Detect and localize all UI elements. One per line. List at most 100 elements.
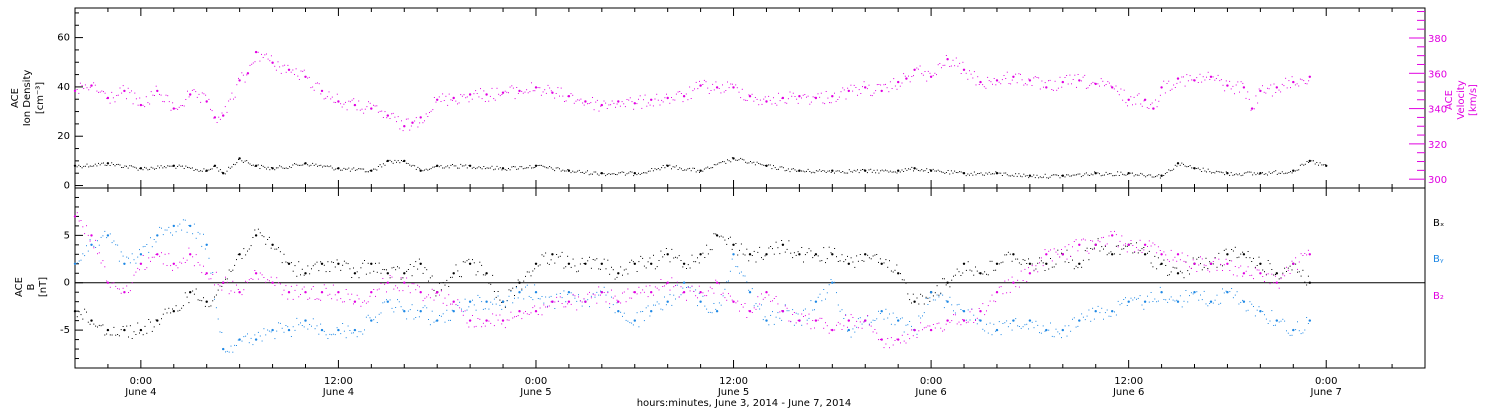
data-point [142, 104, 144, 106]
data-point [201, 170, 203, 172]
data-point [283, 331, 285, 333]
data-point [358, 277, 360, 279]
data-point [1092, 81, 1094, 83]
data-point [1080, 80, 1082, 82]
data-point [713, 303, 715, 304]
data-point [501, 167, 505, 170]
data-point [1291, 260, 1293, 262]
data-point [883, 84, 885, 86]
data-point [1034, 177, 1036, 179]
data-point [554, 262, 556, 264]
data-point [843, 89, 845, 91]
data-point [652, 170, 654, 172]
data-point [268, 280, 270, 282]
data-point [973, 274, 975, 276]
data-point [534, 86, 538, 89]
data-point [595, 101, 597, 103]
data-point [442, 282, 444, 284]
data-point [1250, 107, 1254, 110]
data-point [718, 162, 720, 164]
data-point [664, 167, 666, 169]
data-point [1099, 173, 1100, 175]
data-point [550, 295, 552, 297]
data-point [909, 299, 911, 301]
data-point [122, 326, 124, 327]
data-point [394, 116, 396, 118]
data-point [364, 260, 365, 261]
data-point [1232, 274, 1234, 276]
data-point [126, 285, 128, 287]
data-point [210, 168, 211, 170]
data-point [188, 247, 190, 249]
data-point [1038, 77, 1040, 79]
data-point [419, 168, 421, 170]
data-point [911, 76, 913, 77]
data-point [330, 165, 332, 167]
data-point [587, 299, 589, 301]
data-point [444, 297, 446, 299]
data-point [1033, 269, 1035, 271]
data-point [290, 71, 292, 73]
data-point [391, 276, 393, 278]
data-point [908, 75, 909, 77]
data-point [170, 165, 172, 167]
data-point [702, 84, 704, 85]
data-point [250, 245, 252, 247]
data-point [1265, 318, 1267, 320]
data-point [343, 330, 345, 332]
data-point [636, 312, 638, 314]
data-point [418, 316, 420, 318]
data-point [1251, 274, 1253, 276]
data-point [1028, 328, 1029, 330]
data-point [1308, 75, 1312, 79]
data-point [573, 102, 575, 104]
data-point [1057, 331, 1059, 333]
data-point [1269, 283, 1271, 285]
data-point [1132, 252, 1134, 254]
data-point [581, 305, 583, 307]
data-point [640, 311, 642, 313]
data-point [1258, 173, 1260, 175]
data-point [1237, 81, 1239, 83]
data-point [356, 294, 358, 296]
data-point [796, 98, 798, 100]
data-point [347, 263, 349, 265]
data-point [196, 96, 198, 98]
data-point [617, 300, 620, 303]
data-point [543, 304, 545, 306]
data-point [1308, 159, 1312, 163]
data-point [636, 103, 638, 105]
data-point [465, 97, 467, 99]
data-point [516, 87, 518, 88]
data-point [889, 260, 890, 262]
data-point [261, 340, 263, 342]
data-point [336, 259, 338, 261]
data-point [880, 338, 883, 341]
data-point [236, 345, 237, 346]
data-point [237, 289, 239, 290]
data-point [83, 88, 85, 89]
data-point [847, 89, 850, 93]
data-point [432, 166, 434, 168]
data-point [578, 296, 579, 298]
data-point [590, 267, 592, 269]
data-point [343, 260, 345, 262]
data-point [1216, 266, 1218, 268]
data-point [802, 94, 804, 96]
data-point [856, 326, 858, 328]
data-point [680, 260, 682, 261]
data-point [1028, 258, 1029, 260]
data-point [522, 92, 524, 94]
data-point [831, 328, 834, 332]
data-point [1084, 250, 1086, 252]
data-point [600, 291, 603, 294]
data-point [1045, 253, 1048, 256]
data-point [1300, 253, 1302, 255]
data-point [969, 269, 971, 271]
data-point [1148, 240, 1150, 242]
data-point [332, 262, 334, 263]
data-point [620, 302, 622, 304]
data-point [852, 90, 854, 92]
data-point [924, 71, 926, 72]
data-point [517, 92, 519, 94]
